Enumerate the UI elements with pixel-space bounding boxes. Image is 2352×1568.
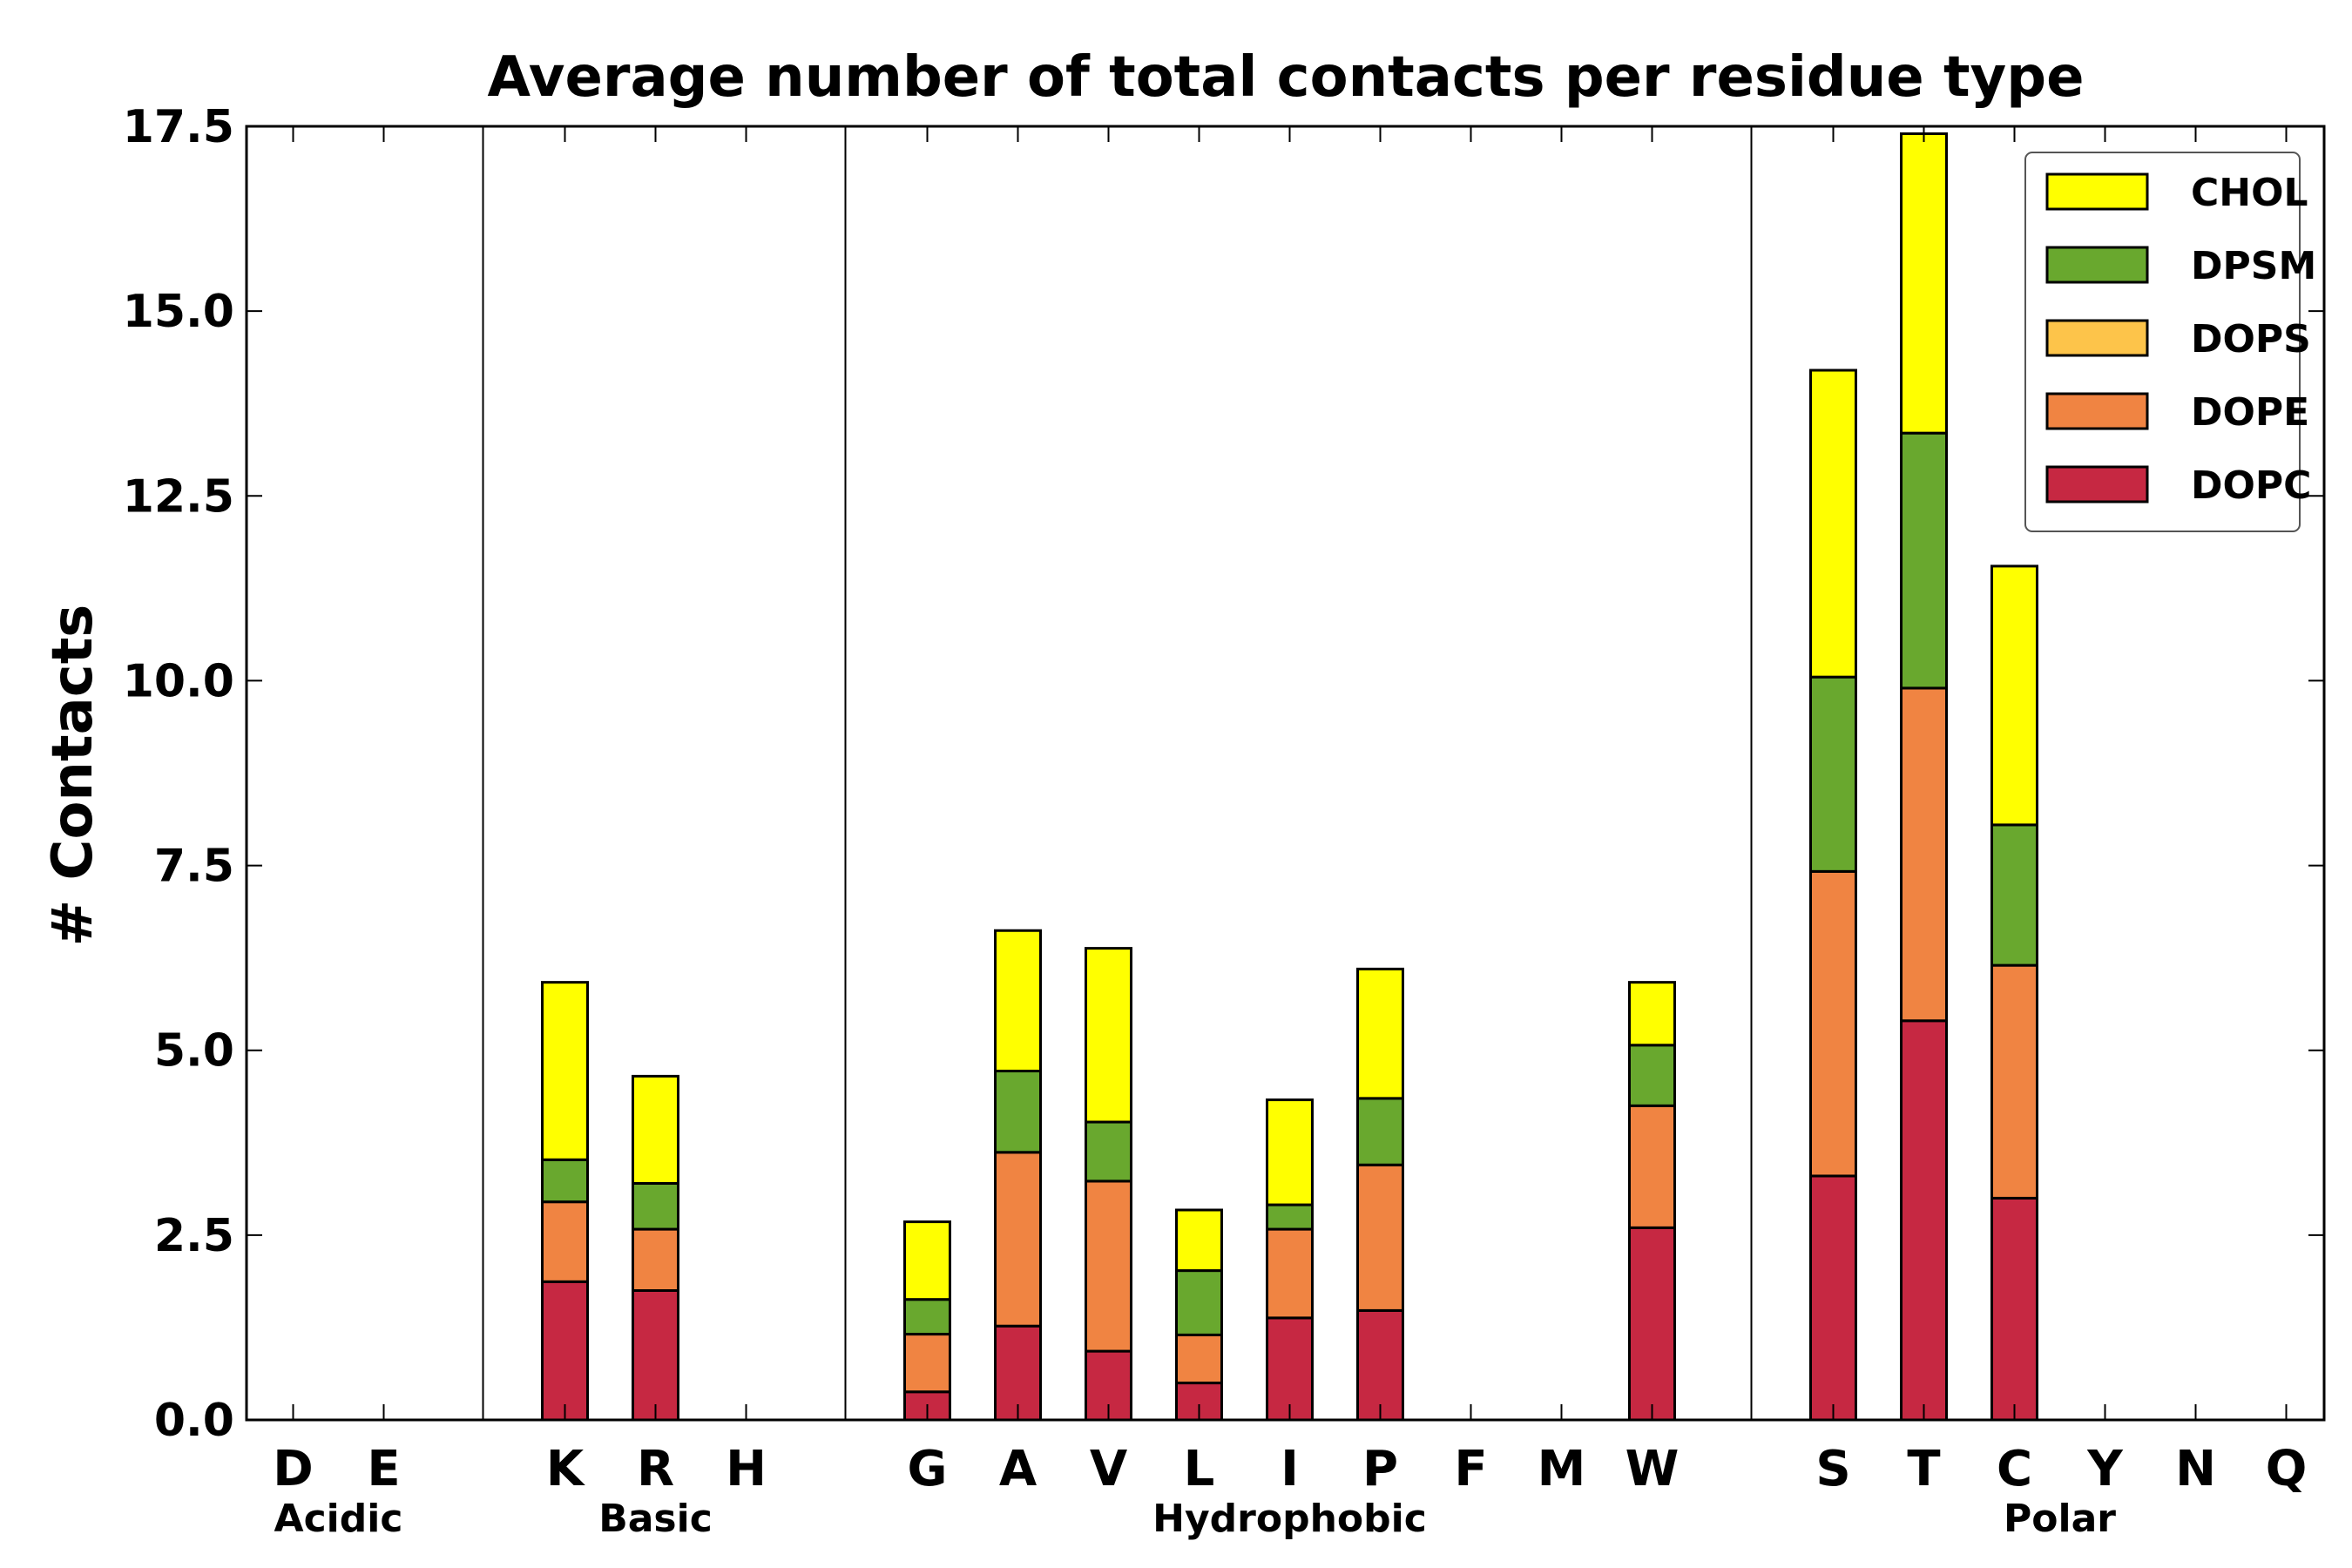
x-tick-label: H xyxy=(726,1441,767,1497)
bar-segment-chol xyxy=(1990,564,2038,827)
bar-segment-chol xyxy=(903,1220,951,1301)
legend-label: DOPS xyxy=(2191,317,2311,362)
bar-segment-dope xyxy=(632,1227,679,1293)
bar-segment-dope xyxy=(903,1333,951,1394)
bar-segment-dpsm xyxy=(994,1069,1042,1154)
bar-segment-dope xyxy=(1809,869,1857,1178)
bar-segment-dpsm xyxy=(1266,1203,1314,1231)
y-tick-label: 12.5 xyxy=(123,470,234,523)
y-tick-label: 10.0 xyxy=(123,655,234,707)
bar-segment-dope xyxy=(541,1200,589,1283)
bar-segment-chol xyxy=(994,929,1042,1072)
bar-segment-dope xyxy=(1900,686,1948,1023)
bar-segment-dope xyxy=(1356,1163,1404,1312)
bar-segment-dopc xyxy=(1266,1316,1314,1422)
bar-segment-dopc xyxy=(632,1289,679,1422)
bar-segment-dpsm xyxy=(1900,431,1948,690)
legend-label: DPSM xyxy=(2191,244,2316,288)
x-tick-label: K xyxy=(546,1441,586,1497)
group-labels: Acidic Basic Hydrophobic Polar xyxy=(274,1497,2117,1541)
bar-segment-chol xyxy=(1809,368,1857,679)
legend-label: DOPE xyxy=(2191,390,2309,435)
x-tick-label: C xyxy=(1997,1441,2032,1497)
y-axis-label: # Contacts xyxy=(41,605,105,947)
legend-label: DOPC xyxy=(2191,463,2311,508)
bar-segment-dope xyxy=(1085,1179,1132,1353)
legend-swatch-dpsm xyxy=(2045,246,2149,284)
legend-swatch-dops xyxy=(2045,319,2149,357)
bar-segment-chol xyxy=(1628,981,1676,1047)
x-tick-label: P xyxy=(1362,1441,1398,1497)
bar-segment-dpsm xyxy=(632,1181,679,1231)
x-tick-label: V xyxy=(1090,1441,1128,1497)
y-tick-label: 17.5 xyxy=(123,101,234,153)
y-tick-label: 2.5 xyxy=(154,1210,234,1262)
bar-segment-chol xyxy=(541,981,589,1161)
group-label: Hydrophobic xyxy=(1152,1497,1427,1541)
bar-segment-dope xyxy=(994,1151,1042,1328)
legend: CHOL DPSM DOPS DOPE DOPC xyxy=(2024,152,2316,532)
x-tick-label: L xyxy=(1184,1441,1215,1497)
x-tick-label: D xyxy=(273,1441,313,1497)
bars xyxy=(270,132,2309,1422)
x-tick-label: A xyxy=(999,1441,1037,1497)
bar-segment-dopc xyxy=(1990,1196,2038,1422)
bar-segment-dpsm xyxy=(1175,1269,1223,1336)
legend-label: CHOL xyxy=(2191,171,2308,215)
bar-segment-dopc xyxy=(1356,1308,1404,1422)
x-tick-label: M xyxy=(1538,1441,1586,1497)
chart-title: Average number of total contacts per res… xyxy=(488,45,2085,110)
legend-swatch-dope xyxy=(2045,392,2149,430)
bar-segment-chol xyxy=(1900,132,1948,435)
x-tick-label: I xyxy=(1281,1441,1299,1497)
x-tick-label: R xyxy=(637,1441,674,1497)
bar-segment-dope xyxy=(1628,1104,1676,1229)
x-tick-label: S xyxy=(1815,1441,1850,1497)
bar-segment-chol xyxy=(1266,1098,1314,1206)
x-tick-label: F xyxy=(1454,1441,1487,1497)
bar-segment-dpsm xyxy=(1356,1097,1404,1166)
bar-segment-dpsm xyxy=(541,1158,589,1204)
x-tick-label: Q xyxy=(2266,1441,2308,1497)
bar-segment-dpsm xyxy=(1628,1044,1676,1107)
bar-segment-dope xyxy=(1175,1333,1223,1385)
group-label: Acidic xyxy=(274,1497,403,1541)
group-separators xyxy=(482,126,1753,1420)
y-tick-label: 5.0 xyxy=(154,1025,234,1078)
x-tick-label: Y xyxy=(2086,1441,2124,1497)
bar-segment-dopc xyxy=(1628,1226,1676,1422)
bar-segment-dpsm xyxy=(1085,1120,1132,1183)
x-tick-label: E xyxy=(367,1441,400,1497)
bar-segment-dopc xyxy=(1900,1019,1948,1422)
group-label: Basic xyxy=(598,1497,713,1541)
x-tick-label: W xyxy=(1625,1441,1680,1497)
x-tick-label: T xyxy=(1907,1441,1940,1497)
y-axis-ticks: 0.0 2.5 5.0 7.5 10.0 12.5 15.0 17.5 xyxy=(123,101,2324,1447)
bar-segment-chol xyxy=(1085,947,1132,1124)
bar-segment-dopc xyxy=(541,1280,589,1422)
legend-swatch-dopc xyxy=(2045,465,2149,504)
bar-segment-chol xyxy=(1175,1208,1223,1273)
legend-swatch-chol xyxy=(2045,172,2149,211)
y-tick-label: 15.0 xyxy=(123,286,234,338)
bar-segment-chol xyxy=(632,1074,679,1185)
y-tick-label: 0.0 xyxy=(154,1395,234,1447)
bar-segment-chol xyxy=(1356,967,1404,1100)
y-tick-label: 7.5 xyxy=(154,841,234,893)
bar-segment-dpsm xyxy=(1809,675,1857,873)
bar-segment-dope xyxy=(1266,1227,1314,1320)
bar-segment-dopc xyxy=(1809,1174,1857,1422)
group-label: Polar xyxy=(2004,1497,2116,1541)
bar-segment-dope xyxy=(1990,963,2038,1200)
bar-segment-dpsm xyxy=(903,1298,951,1336)
bar-segment-dpsm xyxy=(1990,823,2038,967)
x-tick-label: G xyxy=(908,1441,948,1497)
x-tick-label: N xyxy=(2175,1441,2216,1497)
